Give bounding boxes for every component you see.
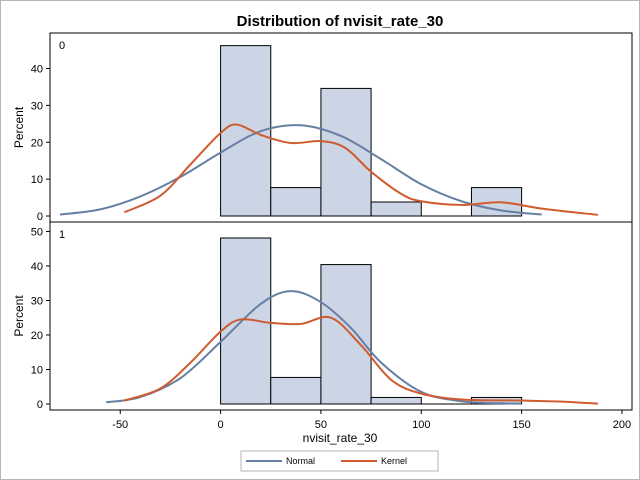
histogram-bar	[320, 264, 372, 405]
x-tick-label: 50	[315, 419, 327, 431]
legend: Normal Kernel	[240, 450, 439, 472]
kernel-curve	[123, 315, 598, 405]
y-tick-label: 10	[31, 364, 43, 376]
legend-label-normal: Normal	[286, 456, 315, 466]
x-tick-label: -50	[112, 419, 128, 431]
x-axis-label: nvisit_rate_30	[303, 431, 378, 445]
panel-1: 0 10 20 30 40 50 Percent 1	[12, 221, 633, 411]
y-tick-label: 30	[31, 295, 43, 307]
x-tick-label: 200	[613, 419, 631, 431]
kernel-curve	[123, 123, 598, 216]
histogram-bar	[370, 201, 422, 217]
y-tick-label: 40	[31, 261, 43, 273]
legend-box	[240, 450, 439, 472]
y-tick-label: 0	[37, 211, 43, 223]
panel-label: 0	[59, 40, 65, 52]
y-tick-label: 40	[31, 64, 43, 76]
normal-curve	[59, 124, 542, 216]
x-tick-label: 150	[512, 419, 530, 431]
y-tick-label: 10	[31, 174, 43, 186]
normal-curve	[106, 290, 522, 405]
y-tick-label: 30	[31, 100, 43, 112]
y-tick-label: 50	[31, 226, 43, 238]
x-axis: -50 0 50 100 150 200	[112, 410, 631, 431]
y-axis-label: Percent	[12, 295, 26, 337]
y-tick-label: 0	[37, 399, 43, 411]
histogram-bar	[370, 396, 422, 405]
x-tick-label: 0	[218, 419, 224, 431]
y-tick-label: 20	[31, 137, 43, 149]
panel-label: 1	[59, 229, 65, 241]
panel-0: 0 10 20 30 40 Percent 0	[12, 32, 633, 223]
histogram-bar	[270, 376, 322, 405]
x-tick-label: 100	[412, 419, 430, 431]
panels: 0 10 20 30 40 Percent 0 0 10 20 30 40 50 Percent 1	[12, 32, 633, 411]
legend-label-kernel: Kernel	[381, 456, 407, 466]
y-axis-label: Percent	[12, 106, 26, 148]
histogram-bar	[320, 87, 372, 217]
chart-title: Distribution of nvisit_rate_30	[237, 13, 444, 30]
y-tick-label: 20	[31, 330, 43, 342]
histogram-bar	[270, 187, 322, 217]
